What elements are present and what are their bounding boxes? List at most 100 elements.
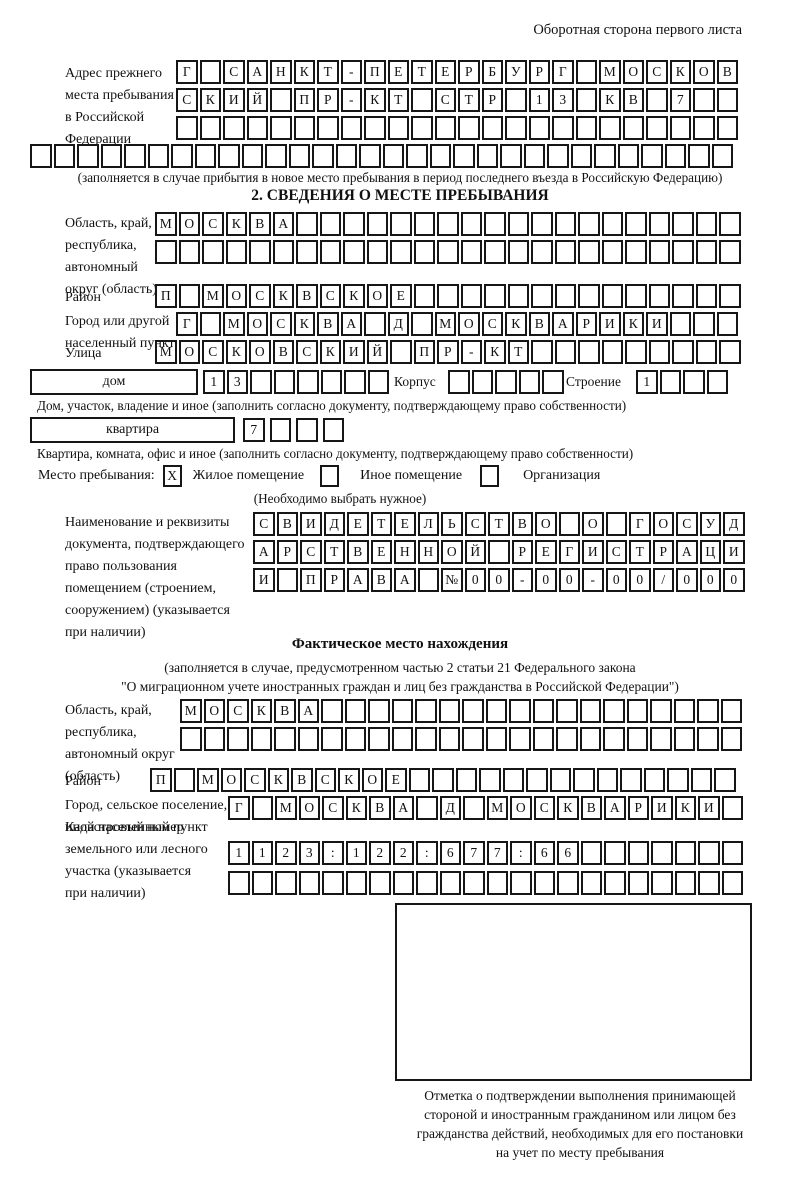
- char-cell[interactable]: [695, 212, 717, 236]
- char-cell[interactable]: И: [646, 312, 668, 336]
- char-cell[interactable]: [429, 144, 451, 168]
- char-cell[interactable]: В: [370, 568, 392, 592]
- char-cell[interactable]: [552, 116, 574, 140]
- char-cell[interactable]: В: [716, 60, 738, 84]
- char-cell[interactable]: [673, 727, 695, 751]
- char-cell[interactable]: [526, 768, 548, 792]
- char-cell[interactable]: [411, 88, 433, 112]
- char-cell[interactable]: [542, 370, 564, 394]
- char-cell[interactable]: О: [203, 699, 225, 723]
- char-cell[interactable]: У: [699, 512, 721, 536]
- char-cell[interactable]: 0: [605, 568, 627, 592]
- char-cell[interactable]: [439, 871, 461, 895]
- char-cell[interactable]: [719, 240, 741, 264]
- char-cell[interactable]: [390, 340, 412, 364]
- char-cell[interactable]: [391, 699, 413, 723]
- char-cell[interactable]: С: [676, 512, 698, 536]
- char-cell[interactable]: [251, 871, 273, 895]
- char-cell[interactable]: [625, 340, 647, 364]
- char-cell[interactable]: [518, 370, 540, 394]
- char-cell[interactable]: [695, 284, 717, 308]
- char-cell[interactable]: М: [434, 312, 456, 336]
- char-cell[interactable]: К: [250, 699, 272, 723]
- char-cell[interactable]: Е: [387, 60, 409, 84]
- char-cell[interactable]: [367, 370, 389, 394]
- char-cell[interactable]: А: [394, 568, 416, 592]
- char-cell[interactable]: 3: [298, 841, 320, 865]
- char-cell[interactable]: [223, 116, 245, 140]
- char-cell[interactable]: [721, 796, 743, 820]
- char-cell[interactable]: [437, 212, 459, 236]
- char-cell[interactable]: [693, 312, 715, 336]
- char-cell[interactable]: 2: [275, 841, 297, 865]
- char-cell[interactable]: Т: [387, 88, 409, 112]
- char-cell[interactable]: К: [319, 340, 341, 364]
- char-cell[interactable]: М: [486, 796, 508, 820]
- char-cell[interactable]: [716, 116, 738, 140]
- char-cell[interactable]: В: [274, 699, 296, 723]
- char-cell[interactable]: [596, 768, 618, 792]
- char-cell[interactable]: О: [458, 312, 480, 336]
- char-cell[interactable]: К: [267, 768, 289, 792]
- char-cell[interactable]: [485, 727, 507, 751]
- house-field-box[interactable]: дом: [30, 369, 198, 395]
- char-cell[interactable]: [275, 871, 297, 895]
- char-cell[interactable]: [505, 116, 527, 140]
- char-cell[interactable]: [601, 240, 623, 264]
- char-cell[interactable]: С: [481, 312, 503, 336]
- char-cell[interactable]: Р: [575, 312, 597, 336]
- char-cell[interactable]: [390, 212, 412, 236]
- char-cell[interactable]: [558, 512, 580, 536]
- char-cell[interactable]: [650, 699, 672, 723]
- char-cell[interactable]: [180, 727, 202, 751]
- char-cell[interactable]: [719, 212, 741, 236]
- char-cell[interactable]: О: [441, 540, 463, 564]
- char-cell[interactable]: [345, 871, 367, 895]
- char-cell[interactable]: [721, 841, 743, 865]
- char-cell[interactable]: [340, 116, 362, 140]
- char-cell[interactable]: Т: [458, 88, 480, 112]
- char-cell[interactable]: В: [528, 312, 550, 336]
- char-cell[interactable]: П: [364, 60, 386, 84]
- char-cell[interactable]: 1: [251, 841, 273, 865]
- char-cell[interactable]: 7: [463, 841, 485, 865]
- char-cell[interactable]: Б: [481, 60, 503, 84]
- char-cell[interactable]: [241, 144, 263, 168]
- char-cell[interactable]: [646, 116, 668, 140]
- char-cell[interactable]: [532, 699, 554, 723]
- char-cell[interactable]: 0: [676, 568, 698, 592]
- char-cell[interactable]: [697, 699, 719, 723]
- char-cell[interactable]: 2: [392, 841, 414, 865]
- char-cell[interactable]: [100, 144, 122, 168]
- char-cell[interactable]: :: [416, 841, 438, 865]
- char-cell[interactable]: К: [293, 312, 315, 336]
- char-cell[interactable]: [711, 144, 733, 168]
- char-cell[interactable]: А: [340, 312, 362, 336]
- char-cell[interactable]: К: [225, 212, 247, 236]
- char-cell[interactable]: [147, 144, 169, 168]
- char-cell[interactable]: [719, 284, 741, 308]
- char-cell[interactable]: К: [622, 312, 644, 336]
- char-cell[interactable]: [171, 144, 193, 168]
- char-cell[interactable]: [296, 212, 318, 236]
- char-cell[interactable]: [698, 871, 720, 895]
- char-cell[interactable]: [364, 312, 386, 336]
- char-cell[interactable]: 7: [486, 841, 508, 865]
- char-cell[interactable]: Р: [323, 568, 345, 592]
- char-cell[interactable]: 6: [557, 841, 579, 865]
- char-cell[interactable]: С: [227, 699, 249, 723]
- char-cell[interactable]: [575, 116, 597, 140]
- char-cell[interactable]: Т: [323, 540, 345, 564]
- char-cell[interactable]: Й: [366, 340, 388, 364]
- char-cell[interactable]: [344, 699, 366, 723]
- char-cell[interactable]: [479, 768, 501, 792]
- char-cell[interactable]: [554, 212, 576, 236]
- char-cell[interactable]: К: [225, 340, 247, 364]
- char-cell[interactable]: [343, 240, 365, 264]
- char-cell[interactable]: [312, 144, 334, 168]
- char-cell[interactable]: С: [434, 88, 456, 112]
- char-cell[interactable]: [293, 116, 315, 140]
- char-cell[interactable]: 1: [203, 370, 225, 394]
- char-cell[interactable]: В: [249, 212, 271, 236]
- char-cell[interactable]: Д: [723, 512, 745, 536]
